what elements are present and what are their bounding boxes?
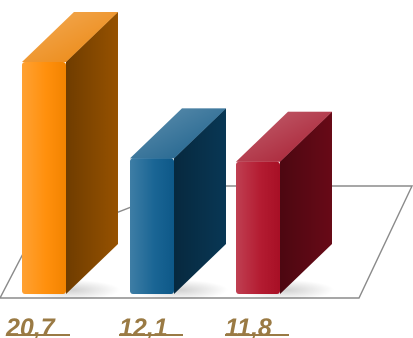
bar-1 <box>22 12 118 294</box>
bars-group <box>22 12 332 294</box>
bar-top-gloss <box>22 12 118 62</box>
bar-side-shade <box>174 108 226 294</box>
bar-side-shade <box>66 12 118 294</box>
value-labels-group: 20,7 12,1 11,8 <box>5 314 289 338</box>
bar-top-gloss <box>130 108 226 159</box>
bar-2 <box>130 108 226 294</box>
bar-front-gloss <box>130 158 174 294</box>
bar-3 <box>236 111 332 294</box>
bar-front-gloss <box>236 161 280 294</box>
bar-side-shade <box>280 111 332 294</box>
bar-top-gloss <box>236 111 332 162</box>
bar-front-gloss <box>22 62 66 294</box>
